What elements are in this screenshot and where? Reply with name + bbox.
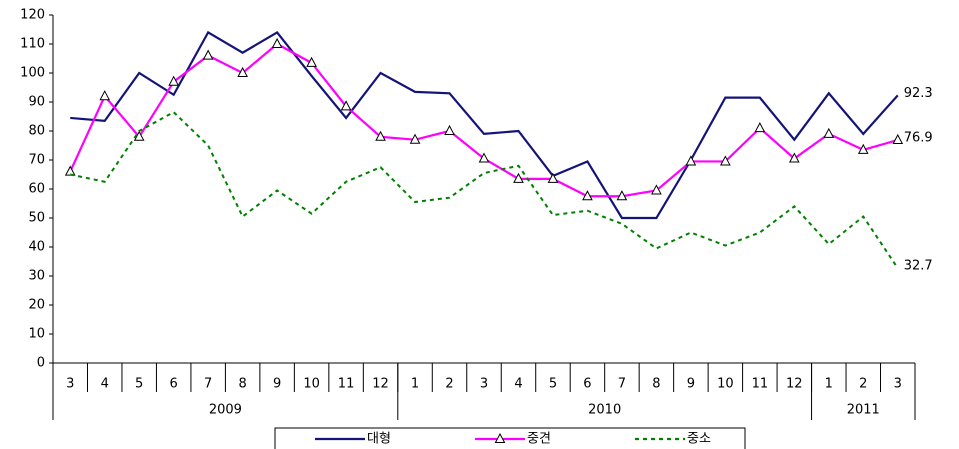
legend-label: 중견 xyxy=(527,432,551,447)
x-tick-label: 12 xyxy=(786,377,803,392)
marker xyxy=(754,122,766,133)
y-tick-label: 30 xyxy=(28,269,45,284)
x-tick-label: 4 xyxy=(514,377,522,392)
y-tick-label: 120 xyxy=(20,8,45,23)
marker xyxy=(237,66,248,77)
legend-marker xyxy=(494,432,506,443)
y-tick-label: 110 xyxy=(20,37,45,52)
marker xyxy=(478,152,490,163)
series-line xyxy=(69,42,899,198)
x-tick-label: 3 xyxy=(66,377,74,392)
x-tick-label: 3 xyxy=(894,377,902,392)
x-tick-label: 2 xyxy=(859,377,867,392)
marker xyxy=(651,184,662,195)
x-tick-label: 4 xyxy=(101,377,109,392)
marker xyxy=(271,37,283,48)
series-line xyxy=(70,30,899,220)
series-line xyxy=(70,110,899,269)
y-tick-label: 80 xyxy=(28,124,45,139)
marker xyxy=(444,124,455,135)
marker xyxy=(64,165,76,176)
x-tick-label: 1 xyxy=(411,377,419,392)
x-tick-label: 10 xyxy=(303,377,320,392)
x-tick-label: 8 xyxy=(238,377,246,392)
year-label: 2010 xyxy=(588,403,621,418)
y-tick-label: 70 xyxy=(28,153,45,168)
value-label: 32.7 xyxy=(904,259,933,274)
x-tick-label: 8 xyxy=(652,377,660,392)
marker xyxy=(857,143,869,154)
y-tick-label: 0 xyxy=(37,356,45,371)
marker xyxy=(202,49,214,60)
marker xyxy=(823,127,835,138)
marker xyxy=(788,152,800,163)
y-tick-label: 50 xyxy=(28,211,45,226)
x-tick-label: 6 xyxy=(170,377,178,392)
x-tick-label: 11 xyxy=(752,377,769,392)
x-tick-label: 5 xyxy=(135,377,143,392)
marker xyxy=(892,133,904,144)
marker xyxy=(513,172,524,183)
x-tick-label: 3 xyxy=(480,377,488,392)
y-tick-label: 20 xyxy=(28,298,45,313)
x-tick-label: 5 xyxy=(549,377,557,392)
x-tick-label: 2 xyxy=(445,377,453,392)
y-tick-label: 40 xyxy=(28,240,45,255)
x-tick-label: 12 xyxy=(372,377,389,392)
marker xyxy=(547,172,559,183)
marker xyxy=(582,190,593,201)
marker xyxy=(616,190,628,201)
y-tick-label: 60 xyxy=(28,182,45,197)
marker xyxy=(720,155,731,166)
marker xyxy=(306,56,317,67)
year-label: 2011 xyxy=(847,403,880,418)
x-tick-label: 9 xyxy=(687,377,695,392)
x-tick-label: 6 xyxy=(583,377,591,392)
y-tick-label: 90 xyxy=(28,95,45,110)
marker xyxy=(375,130,386,141)
x-tick-label: 10 xyxy=(717,377,734,392)
value-label: 92.3 xyxy=(904,86,933,101)
value-label: 76.9 xyxy=(904,130,933,145)
x-tick-label: 7 xyxy=(618,377,626,392)
x-tick-label: 11 xyxy=(338,377,355,392)
x-tick-label: 7 xyxy=(204,377,212,392)
marker xyxy=(685,155,697,166)
marker xyxy=(409,133,421,144)
x-tick-label: 9 xyxy=(273,377,281,392)
legend-label: 대형 xyxy=(367,432,391,447)
marker xyxy=(168,75,180,86)
x-tick-label: 1 xyxy=(825,377,833,392)
marker xyxy=(340,100,352,111)
year-label: 2009 xyxy=(209,403,242,418)
legend-label: 중소 xyxy=(687,432,711,447)
y-tick-label: 10 xyxy=(28,327,45,342)
y-tick-label: 100 xyxy=(20,66,45,81)
marker xyxy=(99,90,111,101)
